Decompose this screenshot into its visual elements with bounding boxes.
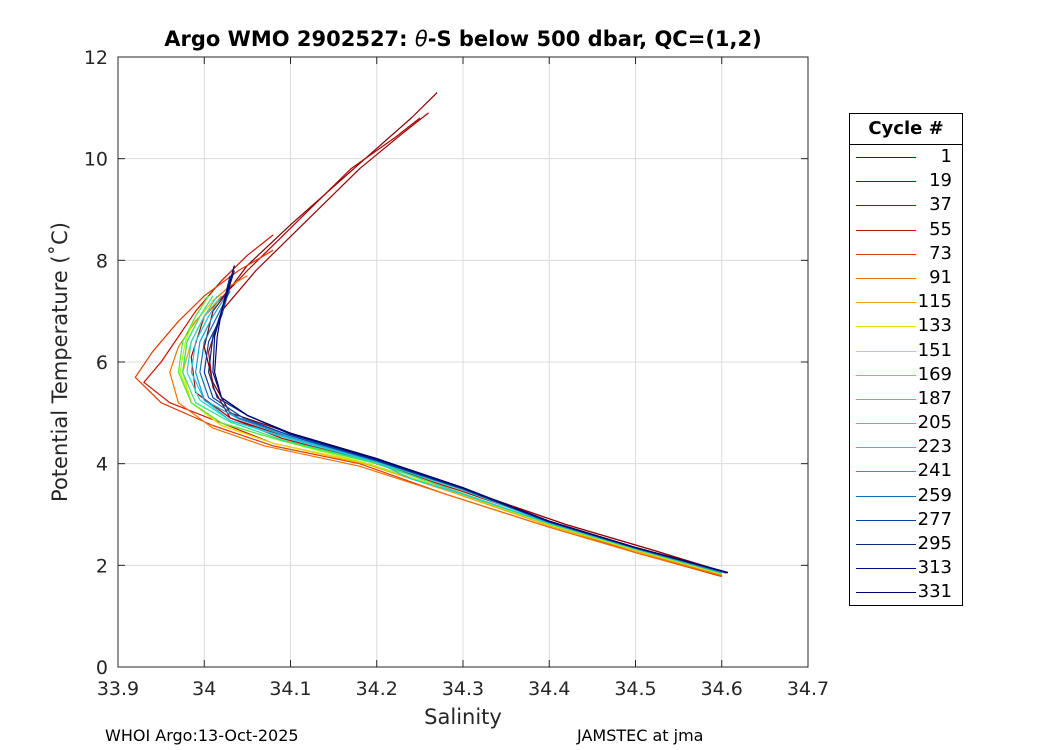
legend-label: 19 — [929, 170, 952, 192]
legend-label: 151 — [917, 339, 952, 361]
legend-swatch — [856, 592, 916, 594]
legend-swatch — [856, 350, 916, 352]
series-line-cycle-295 — [208, 275, 727, 574]
legend-swatch — [856, 229, 916, 231]
legend-item-cycle-205: 205 — [850, 411, 962, 435]
series-group — [134, 92, 728, 578]
y-tick-label: 8 — [96, 250, 108, 272]
legend-label: 259 — [917, 484, 952, 506]
legend-item-cycle-295: 295 — [850, 532, 962, 556]
series-line-cycle-277 — [203, 285, 727, 574]
legend-swatch — [856, 447, 916, 449]
legend-label: 1 — [940, 146, 952, 167]
chart-title: Argo WMO 2902527: θ-S below 500 dbar, QC… — [164, 27, 761, 51]
x-tick-label: 34.5 — [614, 678, 656, 700]
x-axis-label: Salinity — [424, 705, 502, 729]
legend-swatch — [856, 471, 916, 473]
legend-swatch — [856, 277, 916, 279]
y-tick-label: 4 — [96, 454, 108, 476]
legend-swatch — [856, 181, 916, 183]
series-line-cycle-19 — [208, 112, 727, 574]
legend-label: 331 — [917, 581, 952, 603]
legend-item-cycle-73: 73 — [850, 242, 962, 266]
legend-label: 115 — [917, 291, 952, 313]
legend-item-cycle-187: 187 — [850, 387, 962, 411]
legend-label: 241 — [917, 460, 952, 482]
legend-swatch — [856, 423, 916, 425]
y-axis-label: Potential Temperature (˚C) — [48, 222, 72, 502]
series-line-cycle-133 — [182, 300, 722, 575]
legend-label: 277 — [917, 508, 952, 530]
legend-label: 223 — [917, 436, 952, 458]
x-tick-label: 34.3 — [442, 678, 484, 700]
series-line-cycle-169 — [177, 295, 722, 574]
legend-title: Cycle # — [850, 114, 962, 145]
legend-item-cycle-259: 259 — [850, 484, 962, 508]
legend-rows: 1 19 37 55 73 91 115 133 151 169 187 205 223 241 259 27… — [850, 145, 962, 605]
y-tick-label: 10 — [84, 149, 108, 171]
x-axis: 33.9 34 34.1 34.2 34.3 34.4 34.5 34.6 34.7 — [97, 57, 829, 700]
y-axis: 0 2 4 6 8 10 12 — [84, 47, 808, 679]
legend-label: 73 — [929, 242, 952, 264]
series-line-cycle-331 — [214, 265, 728, 574]
legend-swatch — [856, 398, 916, 400]
x-tick-label: 34.7 — [787, 678, 829, 700]
legend-swatch — [856, 519, 916, 521]
x-tick-label: 34.4 — [528, 678, 570, 700]
legend-item-cycle-169: 169 — [850, 363, 962, 387]
y-tick-label: 6 — [96, 352, 108, 374]
legend-swatch — [856, 253, 916, 255]
footer-right: JAMSTEC at jma — [577, 726, 704, 745]
legend-swatch — [856, 495, 916, 497]
legend-item-cycle-91: 91 — [850, 266, 962, 290]
legend-label: 37 — [929, 194, 952, 216]
legend-item-cycle-313: 313 — [850, 556, 962, 580]
legend-label: 169 — [917, 363, 952, 385]
legend-swatch — [856, 326, 916, 328]
legend-item-cycle-331: 331 — [850, 580, 962, 604]
legend-swatch — [856, 205, 916, 207]
legend-item-cycle-1: 1 — [850, 145, 962, 169]
x-tick-label: 34.1 — [269, 678, 311, 700]
legend-label: 91 — [929, 266, 952, 288]
legend-item-cycle-223: 223 — [850, 435, 962, 459]
y-tick-label: 2 — [96, 555, 108, 577]
legend-label: 205 — [917, 412, 952, 434]
legend-swatch — [856, 302, 916, 304]
legend-label: 313 — [917, 557, 952, 579]
legend-item-cycle-19: 19 — [850, 169, 962, 193]
legend-swatch — [856, 157, 916, 158]
legend-item-cycle-133: 133 — [850, 314, 962, 338]
legend-label: 133 — [917, 315, 952, 337]
x-tick-label: 34 — [192, 678, 216, 700]
legend-label: 295 — [917, 533, 952, 554]
x-tick-label: 34.6 — [701, 678, 743, 700]
legend: Cycle # 1 19 37 55 73 91 115 133 151 169 187 205 223… — [849, 113, 963, 606]
legend-item-cycle-151: 151 — [850, 339, 962, 363]
grid — [117, 56, 809, 668]
y-tick-label: 0 — [96, 657, 108, 679]
x-tick-label: 34.2 — [356, 678, 398, 700]
legend-swatch — [856, 544, 916, 545]
legend-item-cycle-115: 115 — [850, 290, 962, 314]
series-line-cycle-187 — [182, 295, 722, 574]
legend-label: 187 — [917, 387, 952, 409]
series-line-cycle-37 — [190, 117, 722, 577]
legend-item-cycle-277: 277 — [850, 508, 962, 532]
legend-item-cycle-241: 241 — [850, 459, 962, 483]
legend-item-cycle-37: 37 — [850, 193, 962, 217]
legend-swatch — [856, 374, 916, 376]
footer-left: WHOI Argo:13-Oct-2025 — [105, 726, 299, 745]
legend-item-cycle-55: 55 — [850, 218, 962, 242]
y-tick-label: 12 — [84, 47, 108, 69]
x-tick-label: 33.9 — [97, 678, 139, 700]
legend-swatch — [856, 568, 916, 570]
legend-label: 55 — [929, 218, 952, 240]
